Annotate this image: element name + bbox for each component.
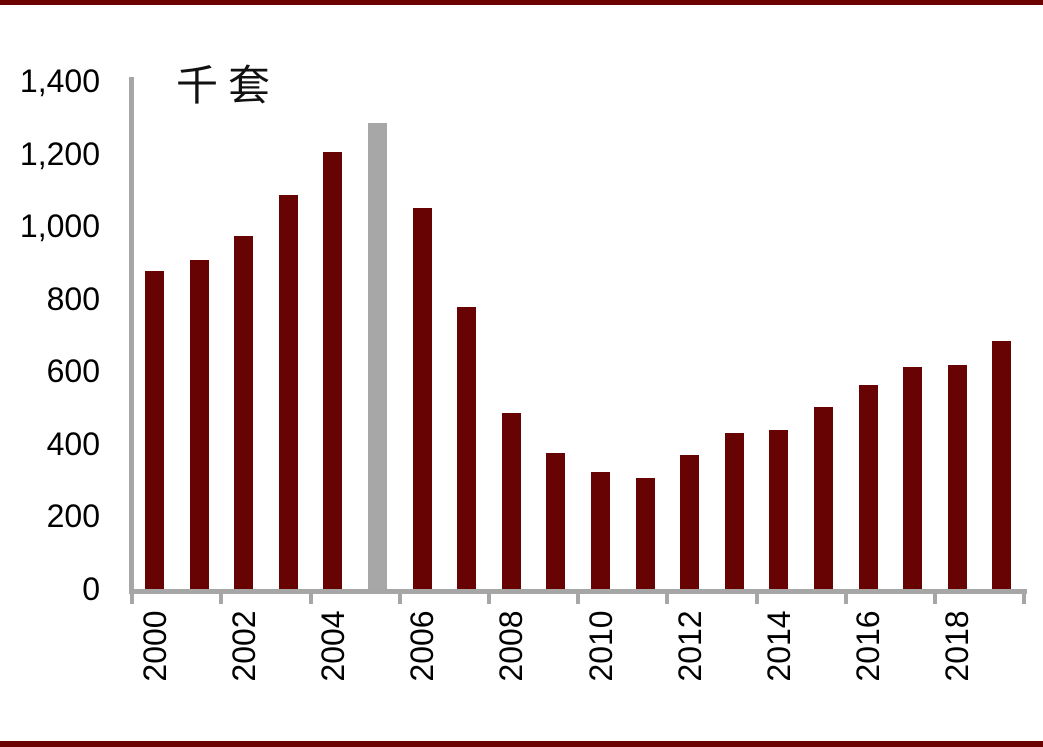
bar-2014 xyxy=(769,430,789,589)
y-axis-tick-label: 600 xyxy=(46,353,100,390)
x-axis-tick-mark xyxy=(397,589,402,604)
x-axis-tick-mark xyxy=(308,589,313,604)
x-axis-tick-label: 2000 xyxy=(136,610,172,682)
bar-2004 xyxy=(323,152,343,589)
y-axis-tick-label: 200 xyxy=(46,498,100,535)
bar-2009 xyxy=(546,453,566,589)
y-axis-tick-label: 800 xyxy=(46,280,100,317)
top-border-rule xyxy=(0,0,1043,5)
x-axis-tick-mark xyxy=(843,589,848,604)
bar-2008 xyxy=(501,413,521,589)
bar-2007 xyxy=(457,307,477,589)
x-axis-tick-mark xyxy=(1022,589,1027,604)
x-axis-tick-label: 2012 xyxy=(671,610,708,682)
x-axis-tick-mark xyxy=(933,589,937,604)
x-axis-tick-label: 2010 xyxy=(582,610,618,682)
bottom-border-rule xyxy=(0,741,1043,747)
x-axis-tick-mark xyxy=(130,589,135,604)
x-axis-tick-mark xyxy=(576,589,581,604)
bar-2006 xyxy=(412,208,432,589)
x-axis-tick-label: 2016 xyxy=(849,610,886,682)
bar-2013 xyxy=(724,433,744,589)
bar-2001 xyxy=(189,260,209,589)
x-axis-tick-label: 2014 xyxy=(760,610,797,682)
bar-2011 xyxy=(635,478,655,589)
bar-2002 xyxy=(234,236,254,589)
bar-2005 xyxy=(368,123,387,589)
bar-2003 xyxy=(278,195,298,589)
bar-2010 xyxy=(591,472,610,589)
x-axis-tick-mark xyxy=(754,589,759,604)
x-axis-tick-label: 2002 xyxy=(225,610,262,682)
bar-2019 xyxy=(992,341,1012,589)
y-axis-tick-label: 1,000 xyxy=(19,208,100,245)
bar-2016 xyxy=(858,385,878,589)
x-axis-tick-label: 2004 xyxy=(314,610,351,682)
x-axis-tick-label: 2006 xyxy=(403,610,440,682)
bar-2018 xyxy=(947,365,967,589)
y-axis-tick-label: 1,200 xyxy=(19,135,100,172)
x-axis-tick-mark xyxy=(665,589,670,604)
x-axis-tick-mark xyxy=(219,589,224,604)
y-axis-unit-label: 千套 xyxy=(176,61,281,110)
x-axis-tick-label: 2018 xyxy=(938,610,975,682)
bar-2012 xyxy=(680,455,700,589)
y-axis-tick-label: 400 xyxy=(46,425,100,462)
x-axis-tick-label: 2008 xyxy=(492,610,529,682)
y-axis-line xyxy=(129,77,134,594)
y-axis-tick-label: 1,400 xyxy=(19,63,100,99)
bar-2015 xyxy=(814,407,833,589)
x-axis-tick-mark xyxy=(487,589,491,604)
y-axis-tick-label: 0 xyxy=(82,571,100,607)
bar-2017 xyxy=(903,367,923,589)
bar-2000 xyxy=(145,271,164,589)
